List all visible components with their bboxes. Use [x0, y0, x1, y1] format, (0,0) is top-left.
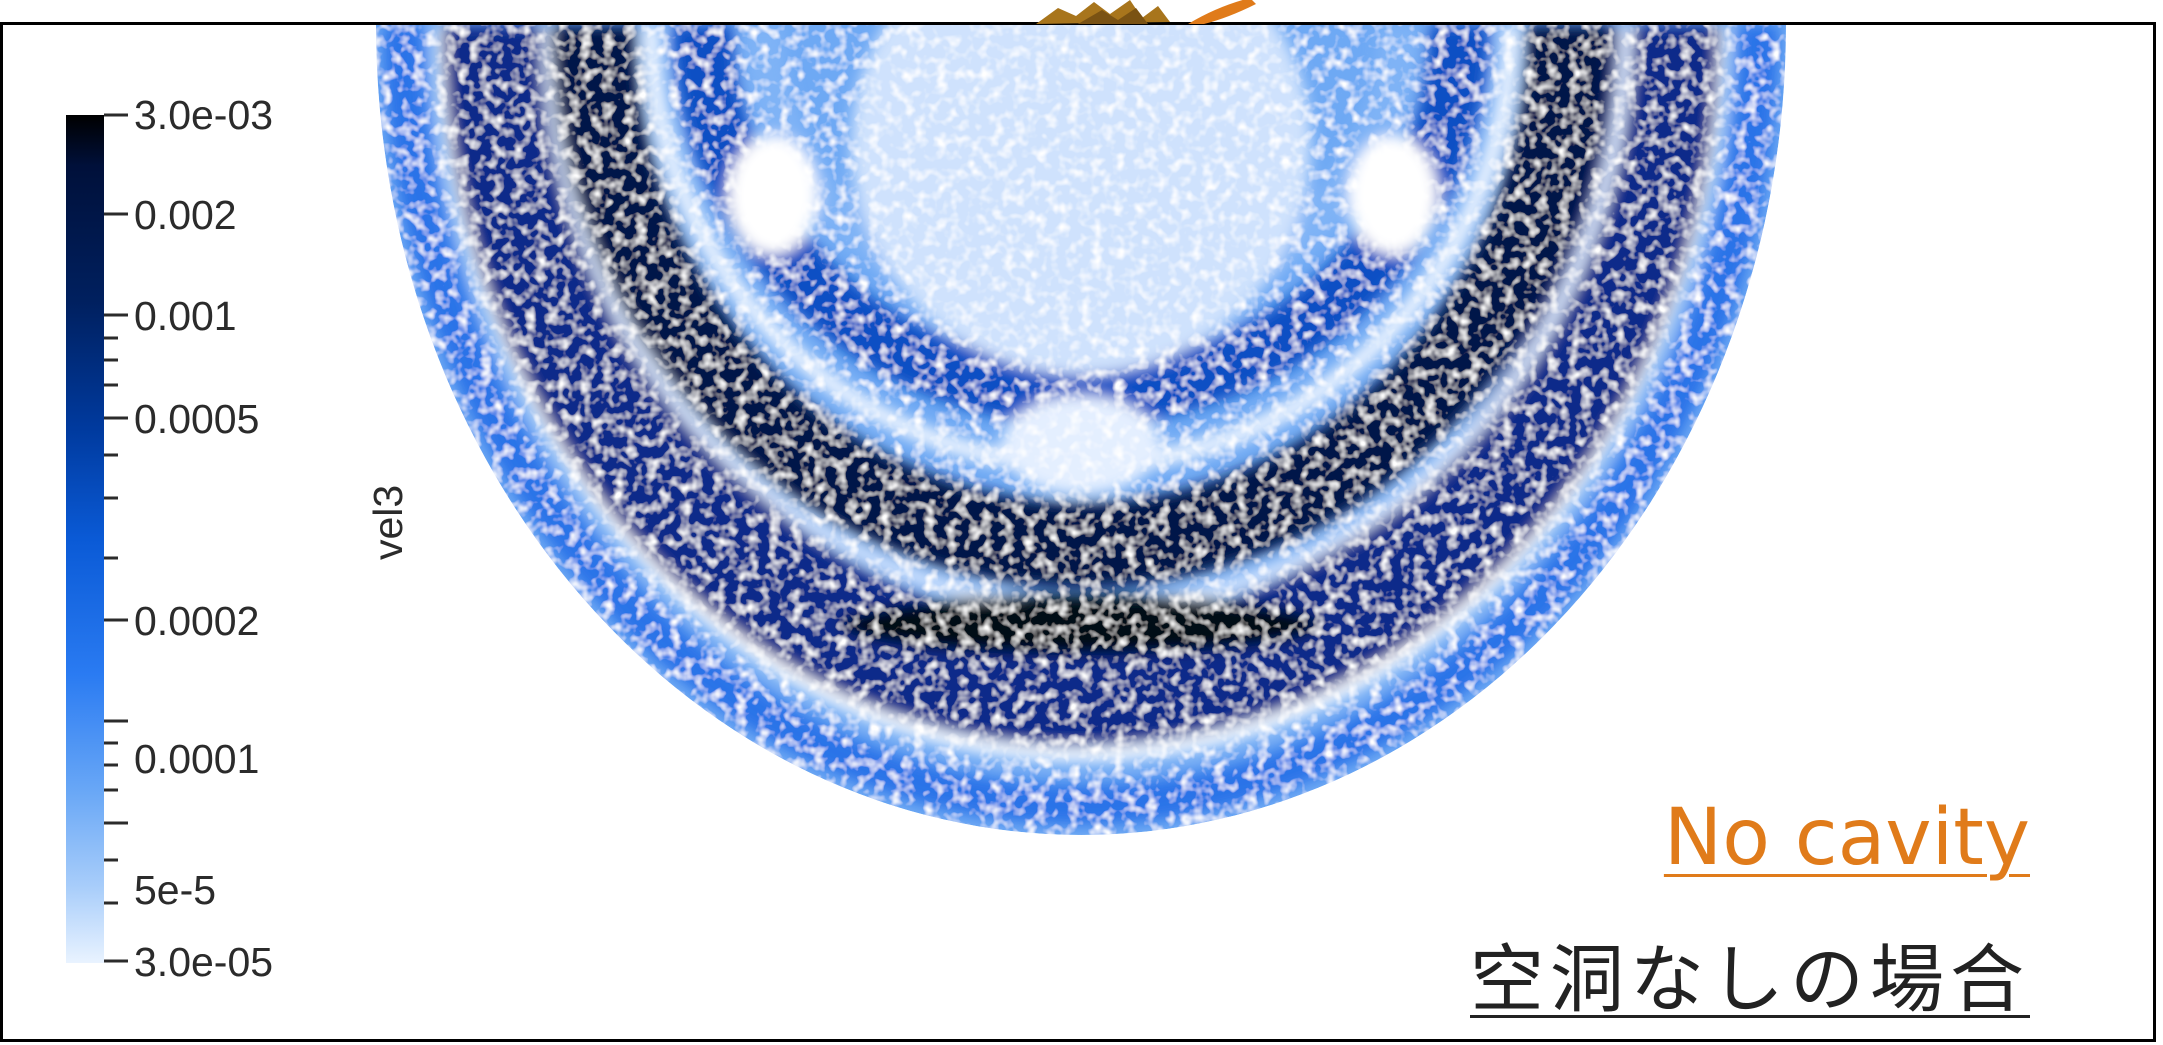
colorbar-tick-label: 0.0001	[134, 736, 260, 782]
caption-japanese: 空洞なしの場合	[1470, 937, 2030, 1023]
colorbar-ticks	[104, 113, 128, 963]
colorbar-min-label: 3.0e-05	[134, 939, 274, 985]
velocity-field-plot	[376, 25, 1786, 835]
colorbar-title: vel3	[365, 484, 411, 560]
caption-english: No cavity	[1663, 793, 2030, 883]
colorbar-tick-label: 0.0005	[134, 396, 260, 442]
colorbar-tick-label: 0.001	[134, 293, 237, 339]
colorbar-tick-label: 5e-5	[134, 867, 217, 913]
colorbar-tick-label: 0.002	[134, 192, 237, 238]
colorbar-tick-label: 0.0002	[134, 598, 260, 644]
colorbar-max-label: 3.0e-03	[134, 92, 274, 138]
splash-icon	[1036, 0, 1256, 24]
figure-frame: 3.0e-03 0.002 0.001 0.0005 0.0002 0.0001…	[0, 22, 2156, 1042]
colorbar	[66, 115, 104, 963]
